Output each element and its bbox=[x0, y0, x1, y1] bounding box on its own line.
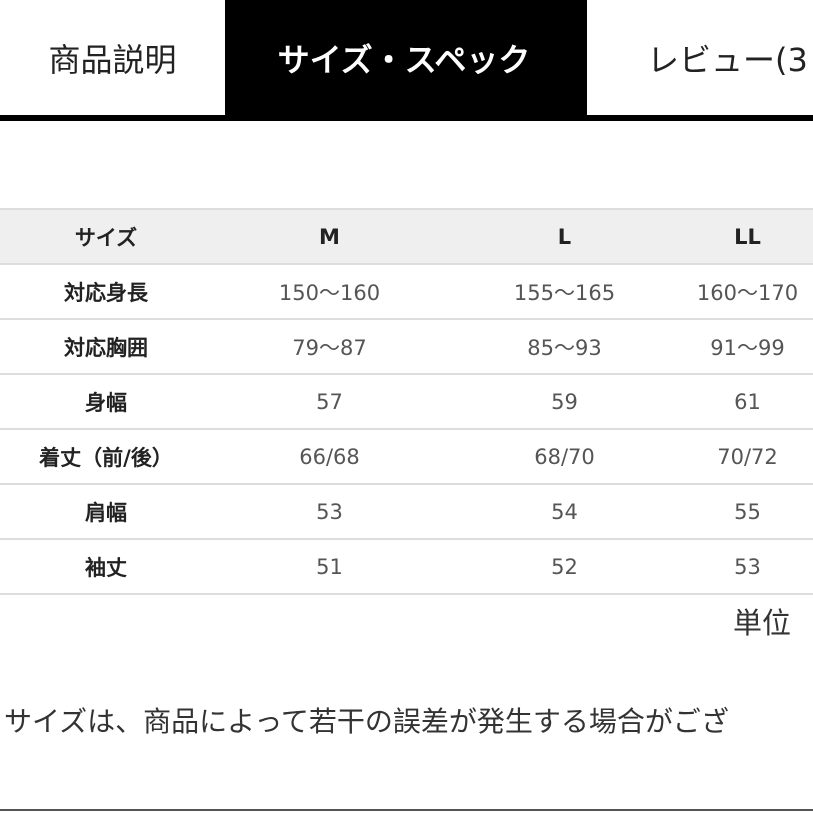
row-label: 対応胸囲 bbox=[0, 318, 212, 375]
tab-label: サイズ・スペック bbox=[277, 40, 531, 79]
header-ll: LL bbox=[682, 208, 813, 265]
cell-value: 52 bbox=[447, 538, 682, 595]
row-label: 対応身長 bbox=[0, 263, 212, 320]
header-size: サイズ bbox=[0, 208, 212, 265]
tab-reviews[interactable]: レビュー(3 bbox=[583, 0, 813, 115]
row-label: 袖丈 bbox=[0, 538, 212, 595]
cell-value: 155〜165 bbox=[447, 263, 682, 320]
tab-label: レビュー(3 bbox=[647, 40, 808, 79]
table-row: 着丈（前/後） 66/68 68/70 70/72 bbox=[0, 428, 813, 485]
row-label: 身幅 bbox=[0, 373, 212, 430]
size-note: サイズは、商品によって若干の誤差が発生する場合がござ bbox=[4, 705, 729, 738]
cell-value: 53 bbox=[682, 538, 813, 595]
tab-bar: 商品説明 サイズ・スペック レビュー(3 bbox=[0, 0, 813, 121]
cell-value: 91〜99 bbox=[682, 318, 813, 375]
cell-value: 66/68 bbox=[212, 428, 447, 485]
cell-value: 68/70 bbox=[447, 428, 682, 485]
header-l: L bbox=[447, 208, 682, 265]
cell-value: 61 bbox=[682, 373, 813, 430]
cell-value: 160〜170 bbox=[682, 263, 813, 320]
size-table: サイズ M L LL 対応身長 150〜160 155〜165 160〜170 対応胸囲… bbox=[0, 208, 813, 595]
cell-value: 85〜93 bbox=[447, 318, 682, 375]
table-row: 肩幅 53 54 55 bbox=[0, 483, 813, 540]
cell-value: 57 bbox=[212, 373, 447, 430]
table-row: 身幅 57 59 61 bbox=[0, 373, 813, 430]
tab-product-description[interactable]: 商品説明 bbox=[0, 0, 225, 115]
table-row: 対応身長 150〜160 155〜165 160〜170 bbox=[0, 263, 813, 320]
cell-value: 150〜160 bbox=[212, 263, 447, 320]
row-label: 肩幅 bbox=[0, 483, 212, 540]
cell-value: 53 bbox=[212, 483, 447, 540]
tab-label: 商品説明 bbox=[48, 40, 177, 79]
tab-size-spec[interactable]: サイズ・スペック bbox=[225, 0, 583, 115]
cell-value: 55 bbox=[682, 483, 813, 540]
table-header-row: サイズ M L LL bbox=[0, 208, 813, 265]
unit-label: 単位 bbox=[733, 606, 792, 640]
table-row: 袖丈 51 52 53 bbox=[0, 538, 813, 595]
cell-value: 59 bbox=[447, 373, 682, 430]
row-label: 着丈（前/後） bbox=[0, 428, 212, 485]
cell-value: 51 bbox=[212, 538, 447, 595]
header-m: M bbox=[212, 208, 447, 265]
cell-value: 79〜87 bbox=[212, 318, 447, 375]
table-row: 対応胸囲 79〜87 85〜93 91〜99 bbox=[0, 318, 813, 375]
cell-value: 70/72 bbox=[682, 428, 813, 485]
cell-value: 54 bbox=[447, 483, 682, 540]
divider bbox=[0, 809, 813, 811]
